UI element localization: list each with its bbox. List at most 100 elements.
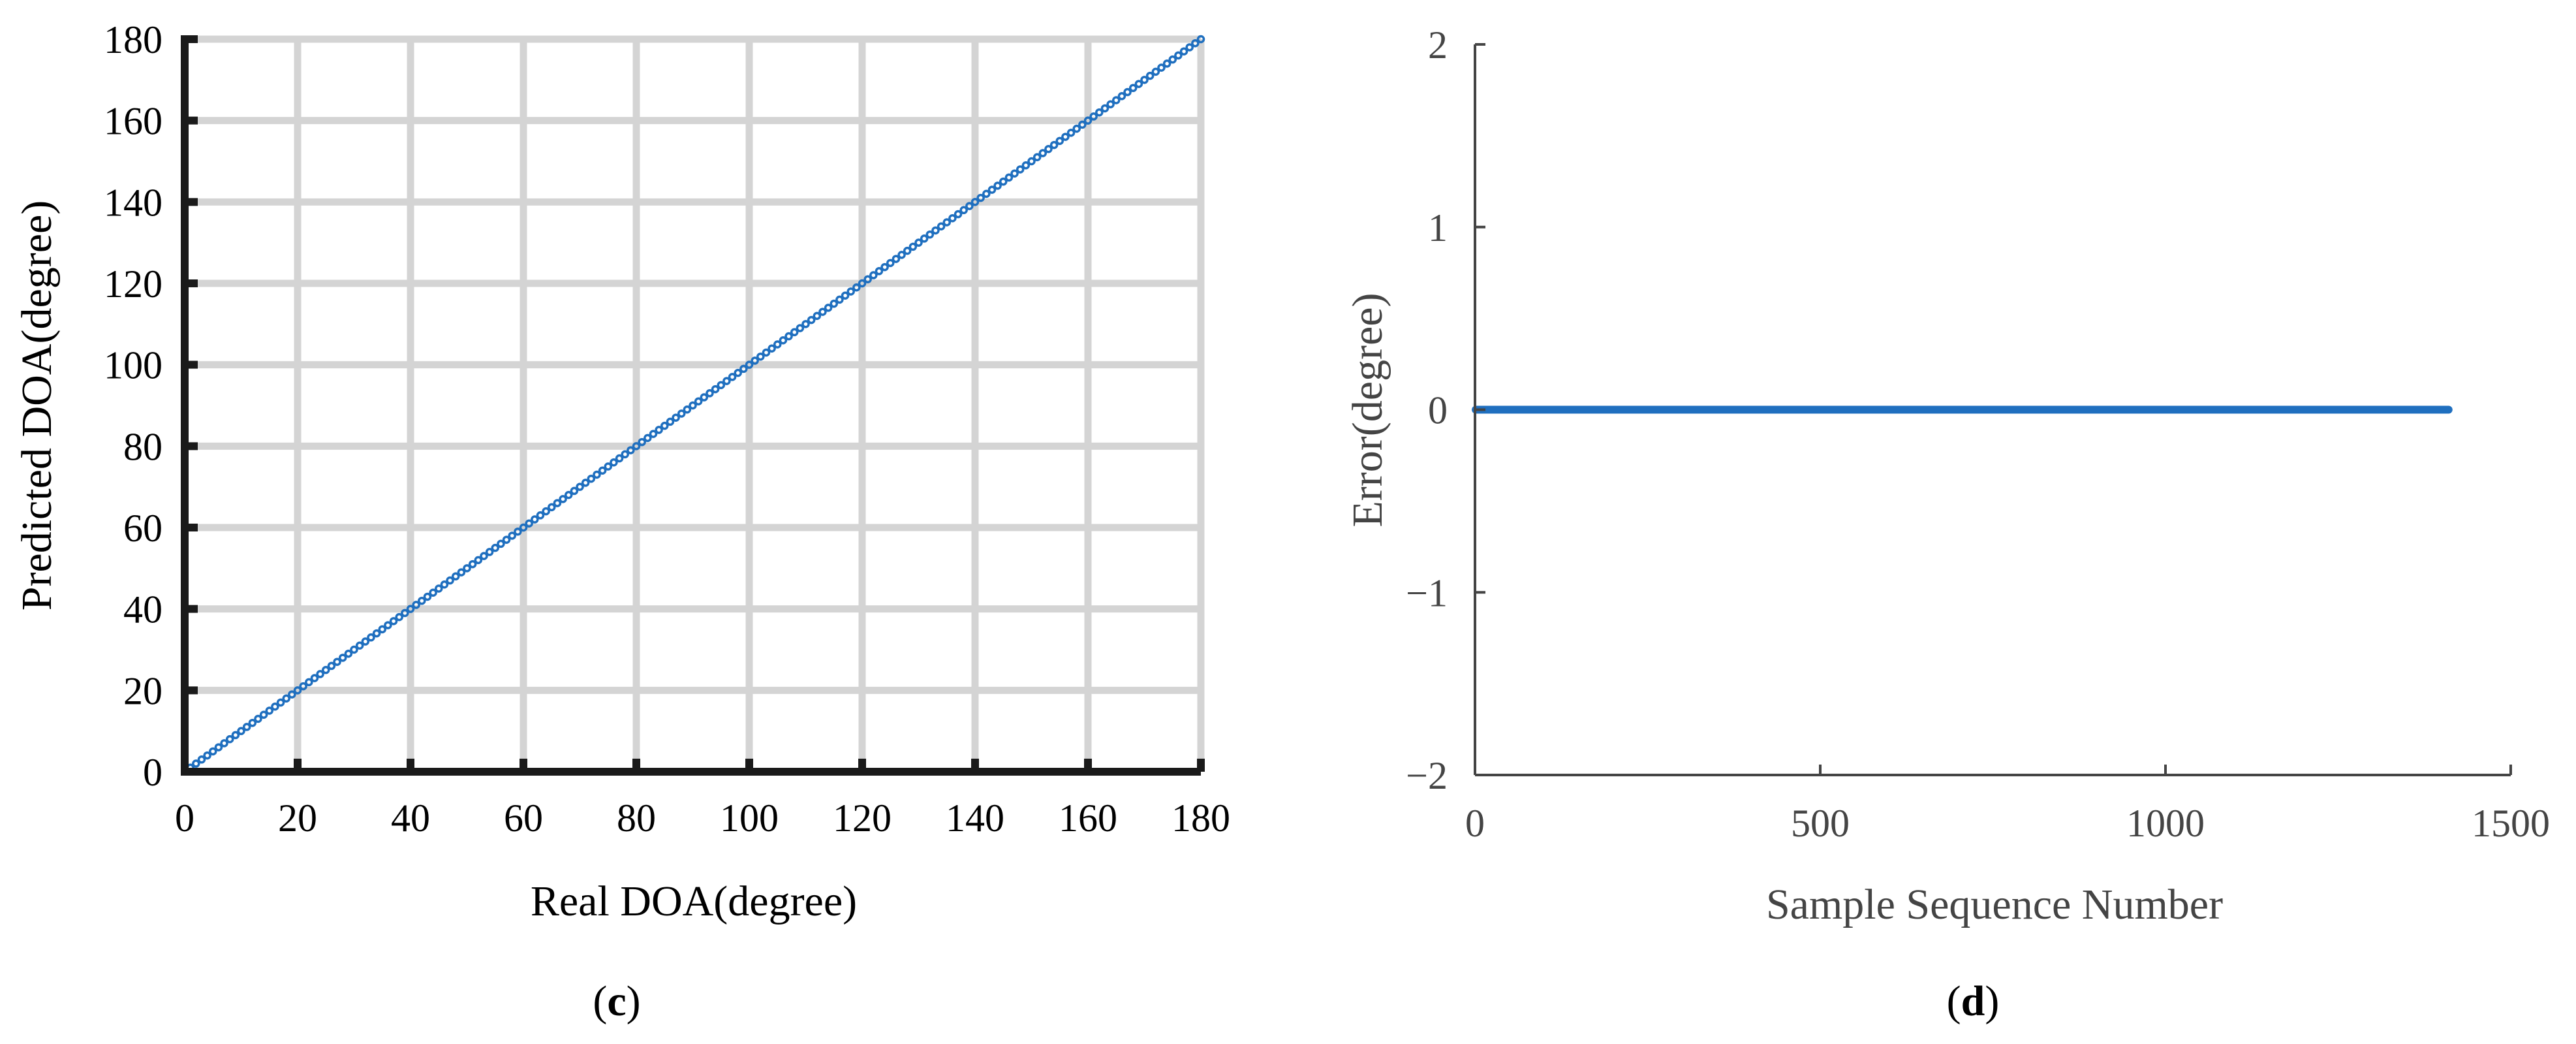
data-point	[768, 344, 776, 353]
data-point	[305, 678, 313, 687]
chart-panel-c: 0 20 40 60 80 100 120 140 160 180 0 20 40 60 80 100 120 1…	[13, 18, 1230, 1025]
x-axis-title: Real DOA(degree)	[531, 878, 857, 925]
data-point	[830, 299, 838, 308]
data-point	[451, 572, 460, 581]
data-point	[367, 633, 375, 642]
x-tick-label: 0	[175, 797, 194, 840]
data-point	[1106, 100, 1115, 108]
data-point	[209, 747, 217, 756]
data-point	[846, 287, 855, 296]
data-point	[192, 759, 200, 768]
data-point	[531, 515, 539, 524]
panel-label-c: (c)	[593, 977, 640, 1025]
data-point	[993, 182, 1002, 190]
data-point	[1145, 71, 1155, 80]
data-point	[271, 703, 279, 711]
data-point	[604, 462, 612, 471]
data-point	[784, 332, 793, 341]
data-point	[197, 755, 206, 764]
data-point	[903, 246, 912, 255]
data-point	[655, 426, 663, 434]
data-point	[897, 251, 906, 259]
data-point	[310, 674, 319, 682]
data-point	[644, 434, 652, 443]
y-tick-label: −2	[1406, 754, 1448, 797]
data-point	[440, 580, 449, 589]
x-tick-label: 100	[720, 797, 779, 840]
data-point	[389, 617, 398, 625]
data-point	[225, 735, 234, 744]
data-series	[186, 35, 1205, 772]
data-point	[1168, 55, 1177, 64]
x-tick-label: 120	[833, 797, 892, 840]
data-point	[1083, 116, 1093, 125]
data-point	[338, 654, 347, 662]
data-point	[762, 348, 771, 357]
data-point	[536, 511, 545, 520]
data-point	[858, 279, 867, 288]
data-point	[627, 446, 635, 454]
x-tick-label: 500	[1791, 802, 1850, 845]
data-point	[463, 564, 471, 573]
data-point	[1089, 112, 1098, 121]
y-tick-label: −1	[1406, 571, 1448, 614]
data-point	[801, 320, 810, 328]
data-point	[576, 482, 584, 491]
x-tick-label: 1500	[2472, 802, 2550, 845]
data-point	[796, 324, 805, 332]
data-point	[525, 519, 533, 528]
data-point	[1140, 76, 1149, 84]
data-point	[852, 283, 861, 292]
data-point	[1038, 149, 1047, 157]
data-point	[728, 373, 737, 381]
data-point	[756, 352, 765, 361]
data-point	[734, 368, 742, 377]
data-point	[485, 548, 494, 556]
data-point	[925, 230, 935, 239]
data-point	[920, 234, 929, 243]
data-point	[745, 360, 754, 369]
data-point	[1055, 136, 1064, 146]
data-point	[1112, 96, 1121, 104]
data-point	[739, 364, 748, 373]
data-point	[446, 576, 454, 585]
data-point	[689, 401, 697, 410]
data-point	[514, 527, 522, 536]
data-point	[581, 479, 590, 487]
data-point	[1072, 124, 1081, 133]
data-point	[322, 665, 330, 674]
data-point	[751, 356, 759, 365]
data-point	[237, 727, 245, 735]
data-point	[418, 596, 426, 605]
x-tick-label: 40	[391, 797, 430, 840]
data-point	[863, 275, 872, 284]
data-point	[1061, 133, 1070, 141]
data-point	[621, 450, 629, 459]
data-point	[259, 710, 268, 719]
data-point	[813, 311, 822, 321]
data-point	[1157, 63, 1166, 72]
data-point	[959, 206, 968, 215]
data-point	[242, 723, 251, 731]
data-point	[1044, 145, 1053, 153]
data-point	[937, 222, 946, 230]
axes	[181, 35, 1205, 776]
data-point	[491, 543, 499, 552]
y-tick-label: 0	[143, 751, 163, 794]
data-point	[711, 385, 720, 394]
tick-labels: 0 20 40 60 80 100 120 140 160 180 0 20 40 60 80 100 120 1…	[104, 18, 1230, 840]
data-point	[610, 458, 618, 467]
tick-labels: 0 500 1000 1500 2 1 0 −1 −2	[1406, 24, 2550, 845]
data-point	[587, 474, 596, 483]
data-point	[502, 535, 511, 544]
data-point	[892, 255, 901, 263]
data-point	[700, 393, 709, 402]
y-axis-title: Error(degree)	[1344, 293, 1391, 527]
data-point	[908, 242, 918, 251]
data-point	[722, 377, 731, 385]
data-point	[1032, 153, 1042, 162]
data-point	[948, 214, 957, 223]
data-point	[316, 670, 324, 678]
y-tick-label: 60	[123, 507, 163, 550]
